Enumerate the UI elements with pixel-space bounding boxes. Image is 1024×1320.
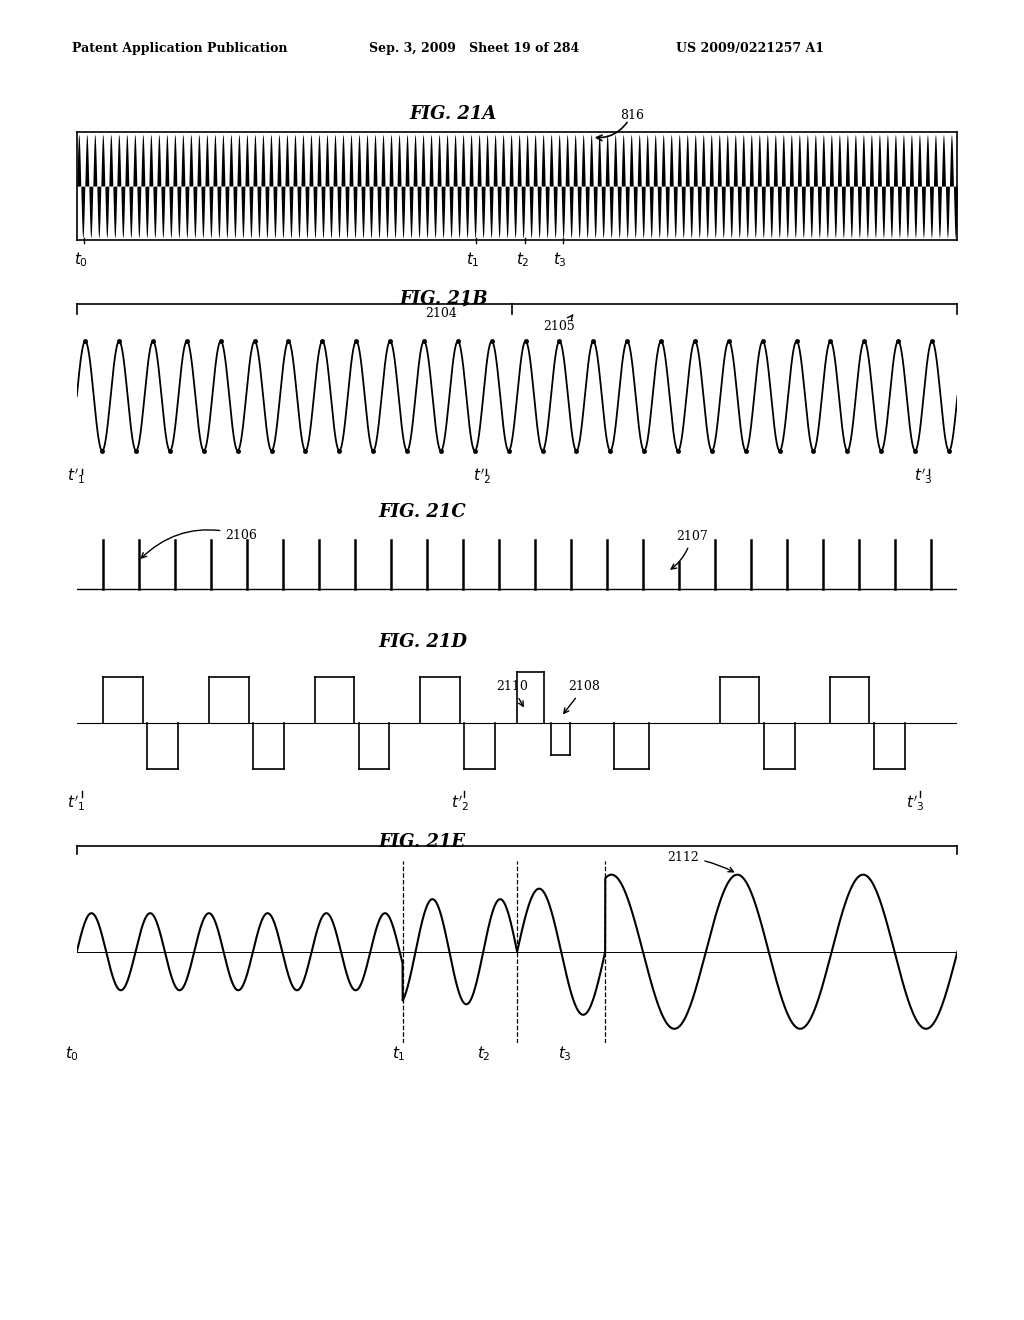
Text: 2104: 2104 [425, 301, 469, 319]
Text: $t'_1$: $t'_1$ [67, 467, 85, 487]
Text: 2108: 2108 [564, 680, 600, 713]
Text: $t_3$: $t_3$ [553, 249, 567, 269]
Text: 2112: 2112 [668, 850, 733, 871]
Text: $t_1$: $t_1$ [392, 1044, 406, 1064]
Text: Sep. 3, 2009   Sheet 19 of 284: Sep. 3, 2009 Sheet 19 of 284 [369, 42, 579, 55]
Text: 816: 816 [621, 108, 644, 121]
Text: FIG. 21C: FIG. 21C [379, 503, 467, 521]
Text: FIG. 21A: FIG. 21A [410, 104, 497, 123]
Text: Patent Application Publication: Patent Application Publication [72, 42, 287, 55]
Text: FIG. 21D: FIG. 21D [379, 632, 468, 651]
Text: $t_3$: $t_3$ [558, 1044, 572, 1064]
Text: 2105: 2105 [543, 315, 574, 333]
Text: $t'_2$: $t'_2$ [473, 467, 492, 487]
Text: FIG. 21E: FIG. 21E [379, 833, 466, 851]
Text: 2106: 2106 [141, 528, 257, 558]
Text: $t'_3$: $t'_3$ [906, 793, 925, 813]
Text: $t_2$: $t_2$ [516, 249, 529, 269]
Text: $t_2$: $t_2$ [477, 1044, 490, 1064]
Text: $t_1$: $t_1$ [466, 249, 479, 269]
Text: $t_0$: $t_0$ [65, 1044, 79, 1064]
Text: $t'_3$: $t'_3$ [914, 467, 933, 487]
Text: $t'_1$: $t'_1$ [67, 793, 85, 813]
Text: 2107: 2107 [671, 529, 708, 569]
Text: US 2009/0221257 A1: US 2009/0221257 A1 [676, 42, 824, 55]
Text: 2110: 2110 [497, 680, 528, 706]
Text: FIG. 21B: FIG. 21B [399, 289, 488, 308]
Text: $t'_2$: $t'_2$ [451, 793, 469, 813]
Text: $t_0$: $t_0$ [74, 249, 88, 269]
